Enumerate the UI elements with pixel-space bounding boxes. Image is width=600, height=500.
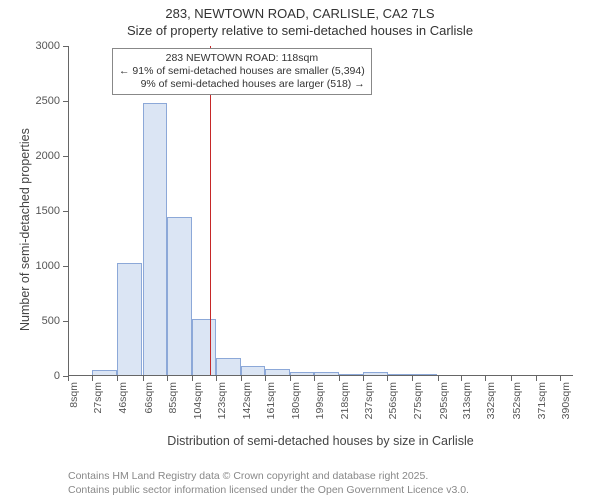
footer-attribution: Contains HM Land Registry data © Crown c… [68,470,469,497]
x-tick-label: 275sqm [412,382,424,432]
x-tick-label: 237sqm [363,382,375,432]
histogram-bar [216,358,241,376]
histogram-bar [167,217,192,377]
x-tick-label: 8sqm [68,382,80,432]
x-tick-label: 27sqm [92,382,104,432]
annotation-line: ← 91% of semi-detached houses are smalle… [119,65,365,78]
histogram-chart: 0500100015002000250030008sqm27sqm46sqm66… [68,46,573,376]
x-tick-label: 313sqm [461,382,473,432]
y-tick-label: 0 [20,370,60,382]
x-tick-label: 352sqm [511,382,523,432]
annotation-line: 9% of semi-detached houses are larger (5… [119,78,365,91]
page-title: 283, NEWTOWN ROAD, CARLISLE, CA2 7LS [0,6,600,23]
x-tick-label: 371sqm [536,382,548,432]
histogram-bar [192,319,217,376]
x-tick-label: 218sqm [339,382,351,432]
footer-line1: Contains HM Land Registry data © Crown c… [68,470,469,484]
x-tick-label: 142sqm [241,382,253,432]
x-tick-label: 85sqm [167,382,179,432]
y-tick-label: 2500 [20,95,60,107]
y-tick-label: 3000 [20,40,60,52]
x-tick-label: 332sqm [485,382,497,432]
page-subtitle: Size of property relative to semi-detach… [0,23,600,40]
histogram-bar [143,103,168,376]
x-tick-label: 123sqm [216,382,228,432]
x-tick-label: 295sqm [438,382,450,432]
x-tick-label: 46sqm [117,382,129,432]
reference-line [210,46,211,376]
x-tick-label: 199sqm [314,382,326,432]
histogram-bar [117,263,142,376]
x-tick-label: 66sqm [143,382,155,432]
annotation-line: 283 NEWTOWN ROAD: 118sqm [119,52,365,65]
annotation-box: 283 NEWTOWN ROAD: 118sqm← 91% of semi-de… [112,48,372,95]
x-tick-label: 161sqm [265,382,277,432]
x-tick-label: 104sqm [192,382,204,432]
y-axis-title: Number of semi-detached properties [18,128,32,331]
footer-line2: Contains public sector information licen… [68,484,469,498]
x-tick-label: 390sqm [560,382,572,432]
x-tick-label: 256sqm [387,382,399,432]
x-tick-label: 180sqm [290,382,302,432]
x-axis-title: Distribution of semi-detached houses by … [68,434,573,448]
